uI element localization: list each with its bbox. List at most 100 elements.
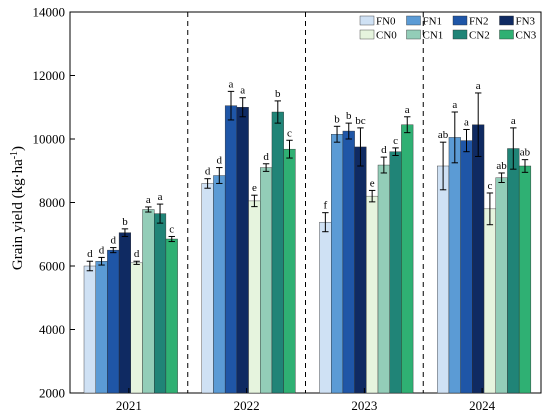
significance-label: a xyxy=(476,80,481,92)
x-tick-label: 2021 xyxy=(116,398,142,413)
significance-label: d xyxy=(381,144,387,156)
significance-label: e xyxy=(252,182,257,194)
y-tick-label: 14000 xyxy=(33,5,66,20)
bar xyxy=(201,183,214,394)
bar xyxy=(260,167,273,394)
significance-label: d xyxy=(205,166,211,178)
legend-label: FN0 xyxy=(376,16,396,28)
significance-label: d xyxy=(111,235,117,247)
bar xyxy=(483,208,496,394)
legend-label: FN3 xyxy=(516,16,536,28)
legend: FN0 FN1 FN2 FN3 CN0 CN1 CN2 CN3 xyxy=(359,15,537,42)
significance-label: a xyxy=(146,194,151,206)
y-axis-title-close: ) xyxy=(10,146,26,151)
bar xyxy=(107,249,120,394)
significance-label: b xyxy=(346,110,352,122)
bar xyxy=(271,111,284,394)
y-tick-label: 6000 xyxy=(39,259,65,274)
bar xyxy=(83,265,96,394)
legend-swatch xyxy=(406,29,421,40)
bar xyxy=(224,105,238,394)
bar xyxy=(283,148,296,394)
significance-label: bc xyxy=(355,115,366,127)
significance-label: d xyxy=(87,248,93,260)
bar xyxy=(342,130,355,394)
significance-label: f xyxy=(324,200,328,212)
legend-label: CN2 xyxy=(469,30,490,42)
y-tick-label: 4000 xyxy=(39,322,65,337)
bar xyxy=(130,262,143,394)
significance-label: d xyxy=(99,244,105,256)
bar xyxy=(377,164,390,394)
bar xyxy=(142,209,155,394)
significance-label: b xyxy=(122,216,128,228)
significance-label: c xyxy=(287,127,292,139)
significance-label: b xyxy=(275,88,281,100)
y-tick-label: 2000 xyxy=(39,386,65,401)
significance-label: c xyxy=(487,180,492,192)
bar-group xyxy=(83,105,532,394)
significance-label: a xyxy=(464,116,469,128)
bar xyxy=(118,232,131,394)
y-tick-label: 10000 xyxy=(33,132,66,147)
bar xyxy=(319,221,332,394)
legend-swatch xyxy=(359,15,375,26)
bar xyxy=(460,140,473,394)
legend-swatch xyxy=(452,29,468,40)
y-axis-title: Grain yield (kg·ha-1) xyxy=(9,146,27,270)
significance-label: ab xyxy=(438,129,449,141)
significance-label: b xyxy=(334,113,340,125)
y-tick-label: 8000 xyxy=(39,195,65,210)
y-axis-title-main: Grain yield (kg·ha xyxy=(10,159,26,270)
bar xyxy=(507,148,520,394)
significance-label: d xyxy=(217,155,223,167)
significance-label: d xyxy=(134,248,140,260)
significance-label: ab xyxy=(520,147,531,159)
bar xyxy=(366,195,379,394)
significance-label: a xyxy=(452,99,457,111)
significance-label: a xyxy=(240,85,245,97)
legend-label: CN3 xyxy=(516,30,537,42)
legend-swatch xyxy=(359,29,375,40)
significance-label: c xyxy=(169,223,174,235)
legend-swatch xyxy=(499,15,514,26)
bar xyxy=(236,107,249,394)
significance-label: a xyxy=(511,115,516,127)
x-tick-label: 2022 xyxy=(234,398,260,413)
bar xyxy=(248,200,261,394)
bar xyxy=(401,124,414,394)
bar xyxy=(165,238,178,394)
bar xyxy=(95,261,108,394)
bar xyxy=(437,165,450,394)
error-bar-group xyxy=(86,90,529,272)
significance-label: e xyxy=(370,177,375,189)
bar xyxy=(389,151,402,394)
y-tick-label: 12000 xyxy=(33,68,66,83)
x-tick-label: 2024 xyxy=(469,398,496,413)
bar xyxy=(213,175,226,394)
bar xyxy=(331,134,344,394)
significance-label: ab xyxy=(496,160,507,172)
legend-swatch xyxy=(499,29,514,40)
bar xyxy=(153,213,167,394)
bar xyxy=(518,165,532,394)
legend-label: CN0 xyxy=(376,30,397,42)
bar xyxy=(354,146,367,394)
significance-label: a xyxy=(229,78,234,90)
legend-swatch xyxy=(406,15,421,26)
legend-label: FN2 xyxy=(469,16,489,28)
bar xyxy=(448,137,461,394)
axes: 2000 4000 6000 8000 10000 12000 14000 2021 2022 2… xyxy=(33,5,496,414)
significance-label: a xyxy=(158,191,163,203)
x-tick-label: 2023 xyxy=(351,398,377,413)
y-axis-title-sup: -1 xyxy=(9,151,20,159)
legend-swatch xyxy=(452,15,468,26)
significance-label: a xyxy=(405,104,410,116)
significance-label: d xyxy=(263,151,269,163)
legend-label: FN1 xyxy=(423,16,443,28)
bar xyxy=(472,124,485,394)
significance-label: c xyxy=(393,135,398,147)
legend-label: CN1 xyxy=(423,30,444,42)
